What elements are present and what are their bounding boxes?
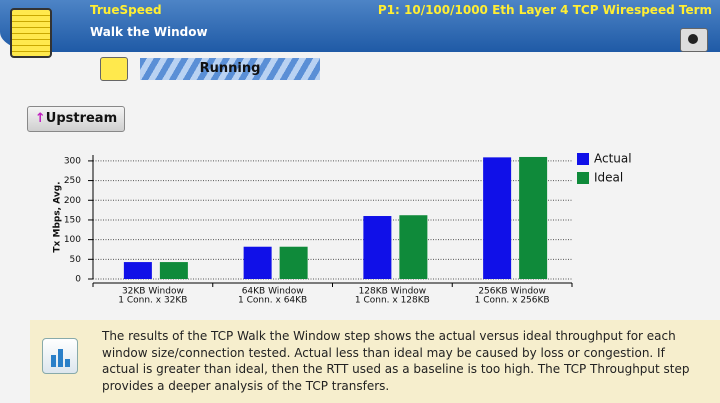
- bar: [519, 156, 548, 279]
- port-info: P1: 10/100/1000 Eth Layer 4 TCP Wirespee…: [377, 3, 712, 17]
- menu-icon[interactable]: [10, 8, 52, 58]
- legend-swatch: [577, 172, 589, 184]
- bar: [399, 215, 428, 279]
- icon-graphic: [51, 349, 70, 367]
- y-tick-label: 250: [64, 176, 81, 186]
- y-tick-label: 50: [70, 255, 82, 265]
- y-tick-label: 300: [64, 156, 81, 166]
- bar: [123, 262, 152, 279]
- chart: 0 50 100 150 200 250 300 Tx Mbps, Avg. 32KB Wind…: [53, 152, 632, 306]
- step-title: Walk the Window: [90, 25, 208, 39]
- info-panel: The results of the TCP Walk the Window s…: [30, 320, 720, 403]
- bar: [279, 246, 308, 279]
- info-icon: [42, 338, 78, 374]
- status-bar: Running: [140, 58, 320, 80]
- bar: [363, 216, 392, 279]
- y-tick-label: 200: [64, 196, 81, 206]
- legend-swatch: [577, 153, 589, 165]
- legend-label: Actual: [594, 152, 632, 166]
- camera-button[interactable]: [680, 28, 708, 52]
- y-tick-label: 0: [75, 275, 81, 285]
- bar: [243, 246, 272, 279]
- x-tick-label: 128KB Window: [359, 287, 427, 297]
- upstream-button[interactable]: Upstream: [27, 106, 125, 132]
- x-tick-label: 1 Conn. x 256KB: [475, 296, 550, 306]
- app-name: TrueSpeed: [90, 3, 162, 17]
- info-text: The results of the TCP Walk the Window s…: [102, 329, 690, 393]
- x-tick-label: 32KB Window: [122, 287, 184, 297]
- x-tick-label: 1 Conn. x 128KB: [355, 296, 430, 306]
- y-axis-label: Tx Mbps, Avg.: [53, 181, 63, 252]
- bar: [483, 157, 512, 279]
- x-tick-label: 1 Conn. x 32KB: [118, 296, 187, 306]
- header: TrueSpeed P1: 10/100/1000 Eth Layer 4 TC…: [0, 0, 720, 52]
- y-tick-label: 150: [64, 215, 81, 225]
- bar: [159, 262, 188, 279]
- x-tick-label: 1 Conn. x 64KB: [238, 296, 307, 306]
- status-icon[interactable]: [100, 57, 128, 81]
- legend-label: Ideal: [594, 171, 623, 185]
- x-tick-label: 256KB Window: [478, 287, 546, 297]
- x-tick-label: 64KB Window: [242, 287, 304, 297]
- y-tick-label: 100: [64, 235, 81, 245]
